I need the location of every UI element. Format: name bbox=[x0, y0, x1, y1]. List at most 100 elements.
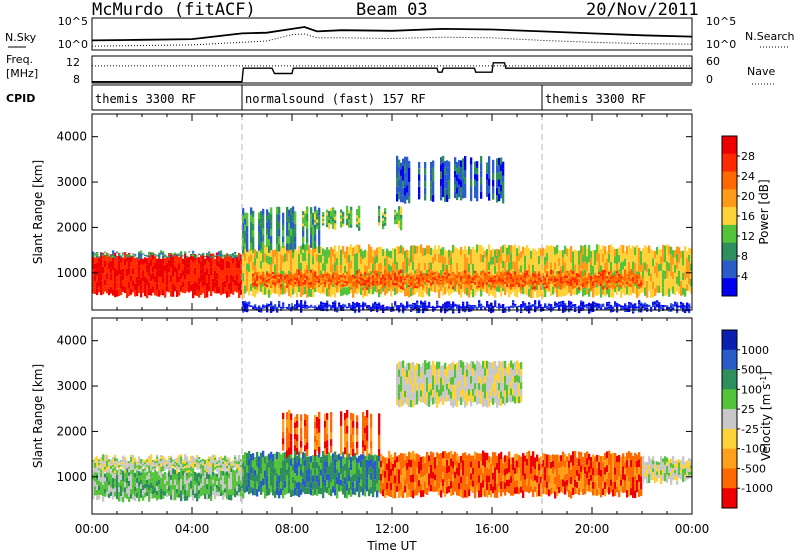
heatmap-cell bbox=[298, 304, 301, 305]
heatmap-cell bbox=[224, 254, 227, 262]
heatmap-cell bbox=[202, 253, 205, 254]
heatmap-cell bbox=[474, 307, 477, 308]
heatmap-cell bbox=[290, 307, 293, 308]
heatmap-cell bbox=[122, 280, 125, 287]
heatmap-cell bbox=[446, 301, 449, 303]
heatmap-cell bbox=[614, 274, 617, 278]
heatmap-cell bbox=[362, 285, 365, 288]
heatmap-cell bbox=[596, 244, 599, 253]
heatmap-cell bbox=[120, 256, 123, 263]
heatmap-cell bbox=[436, 304, 439, 306]
heatmap-cell bbox=[484, 308, 487, 309]
heatmap-cell bbox=[622, 282, 625, 284]
heatmap-cell bbox=[372, 283, 375, 286]
heatmap-cell bbox=[314, 206, 317, 214]
heatmap-cell bbox=[684, 271, 687, 280]
heatmap-cell bbox=[560, 303, 563, 305]
heatmap-cell bbox=[586, 276, 589, 278]
heatmap-cell bbox=[618, 276, 621, 280]
heatmap-cell bbox=[224, 255, 227, 256]
heatmap-cell bbox=[470, 172, 473, 180]
heatmap-cell bbox=[688, 247, 691, 255]
heatmap-cell bbox=[404, 306, 407, 307]
heatmap-cell bbox=[486, 278, 489, 281]
heatmap-cell bbox=[134, 254, 137, 256]
heatmap-cell bbox=[466, 279, 469, 282]
heatmap-cell bbox=[94, 275, 97, 282]
heatmap-cell bbox=[572, 304, 575, 306]
heatmap-cell bbox=[632, 261, 635, 270]
heatmap-cell bbox=[490, 257, 493, 265]
heatmap-cell bbox=[376, 305, 379, 307]
heatmap-cell bbox=[180, 254, 183, 256]
heatmap-cell bbox=[274, 279, 277, 281]
heatmap-cell bbox=[644, 245, 647, 254]
heatmap-cell bbox=[470, 283, 473, 286]
heatmap-cell bbox=[290, 308, 293, 310]
heatmap-cell bbox=[554, 285, 557, 293]
heatmap-cell bbox=[514, 283, 517, 287]
heatmap-cell bbox=[514, 277, 517, 281]
heatmap-cell bbox=[402, 280, 405, 283]
heatmap-cell bbox=[358, 307, 361, 310]
heatmap-cell bbox=[488, 163, 491, 171]
heatmap-cell bbox=[388, 308, 391, 309]
heatmap-cell bbox=[162, 258, 165, 265]
heatmap-cell bbox=[570, 279, 573, 283]
heatmap-cell bbox=[414, 308, 417, 309]
heatmap-cell bbox=[336, 279, 339, 283]
heatmap-cell bbox=[286, 276, 289, 279]
heatmap-cell bbox=[424, 174, 427, 182]
heatmap-cell bbox=[288, 278, 291, 280]
heatmap-cell bbox=[330, 306, 333, 307]
heatmap-cell bbox=[410, 262, 413, 271]
heatmap-cell bbox=[288, 303, 291, 305]
heatmap-cell bbox=[436, 256, 439, 264]
heatmap-cell bbox=[210, 282, 213, 290]
heatmap-cell bbox=[354, 306, 357, 309]
heatmap-cell bbox=[438, 262, 441, 272]
heatmap-cell bbox=[414, 307, 417, 308]
heatmap-cell bbox=[284, 279, 287, 282]
heatmap-cell bbox=[306, 264, 309, 273]
heatmap-cell bbox=[632, 253, 635, 262]
heatmap-cell bbox=[488, 279, 491, 282]
heatmap-cell bbox=[274, 286, 277, 294]
heatmap-cell bbox=[274, 285, 277, 288]
heatmap-cell bbox=[494, 301, 497, 303]
heatmap-cell bbox=[178, 263, 181, 270]
heatmap-cell bbox=[506, 274, 509, 278]
heatmap-cell bbox=[270, 274, 273, 277]
heatmap-cell bbox=[530, 305, 533, 307]
heatmap-cell bbox=[202, 254, 205, 255]
heatmap-cell bbox=[430, 168, 433, 175]
heatmap-cell bbox=[316, 280, 319, 283]
heatmap-cell bbox=[552, 286, 555, 295]
heatmap-cell bbox=[130, 262, 133, 269]
heatmap-cell bbox=[494, 285, 497, 288]
heatmap-cell bbox=[244, 261, 247, 270]
heatmap-cell bbox=[408, 277, 411, 280]
heatmap-cell bbox=[506, 284, 509, 287]
heatmap-cell bbox=[538, 264, 541, 273]
heatmap-cell bbox=[530, 307, 533, 308]
heatmap-cell bbox=[518, 245, 521, 254]
heatmap-cell bbox=[176, 254, 179, 262]
heatmap-cell bbox=[446, 160, 449, 168]
heatmap-cell bbox=[436, 285, 439, 293]
heatmap-cell bbox=[514, 280, 517, 284]
heatmap-cell bbox=[342, 214, 345, 217]
heatmap-cell bbox=[528, 284, 531, 287]
heatmap-cell bbox=[340, 305, 343, 306]
heatmap-cell bbox=[374, 270, 377, 274]
heatmap-cell bbox=[538, 304, 541, 306]
heatmap-cell bbox=[114, 257, 117, 259]
heatmap-cell bbox=[610, 244, 613, 254]
heatmap-cell bbox=[516, 280, 519, 283]
heatmap-cell bbox=[534, 308, 537, 311]
heatmap-cell bbox=[386, 308, 389, 309]
heatmap-cell bbox=[110, 257, 113, 258]
heatmap-cell bbox=[568, 310, 571, 313]
heatmap-cell bbox=[484, 307, 487, 308]
heatmap-cell bbox=[424, 305, 427, 308]
